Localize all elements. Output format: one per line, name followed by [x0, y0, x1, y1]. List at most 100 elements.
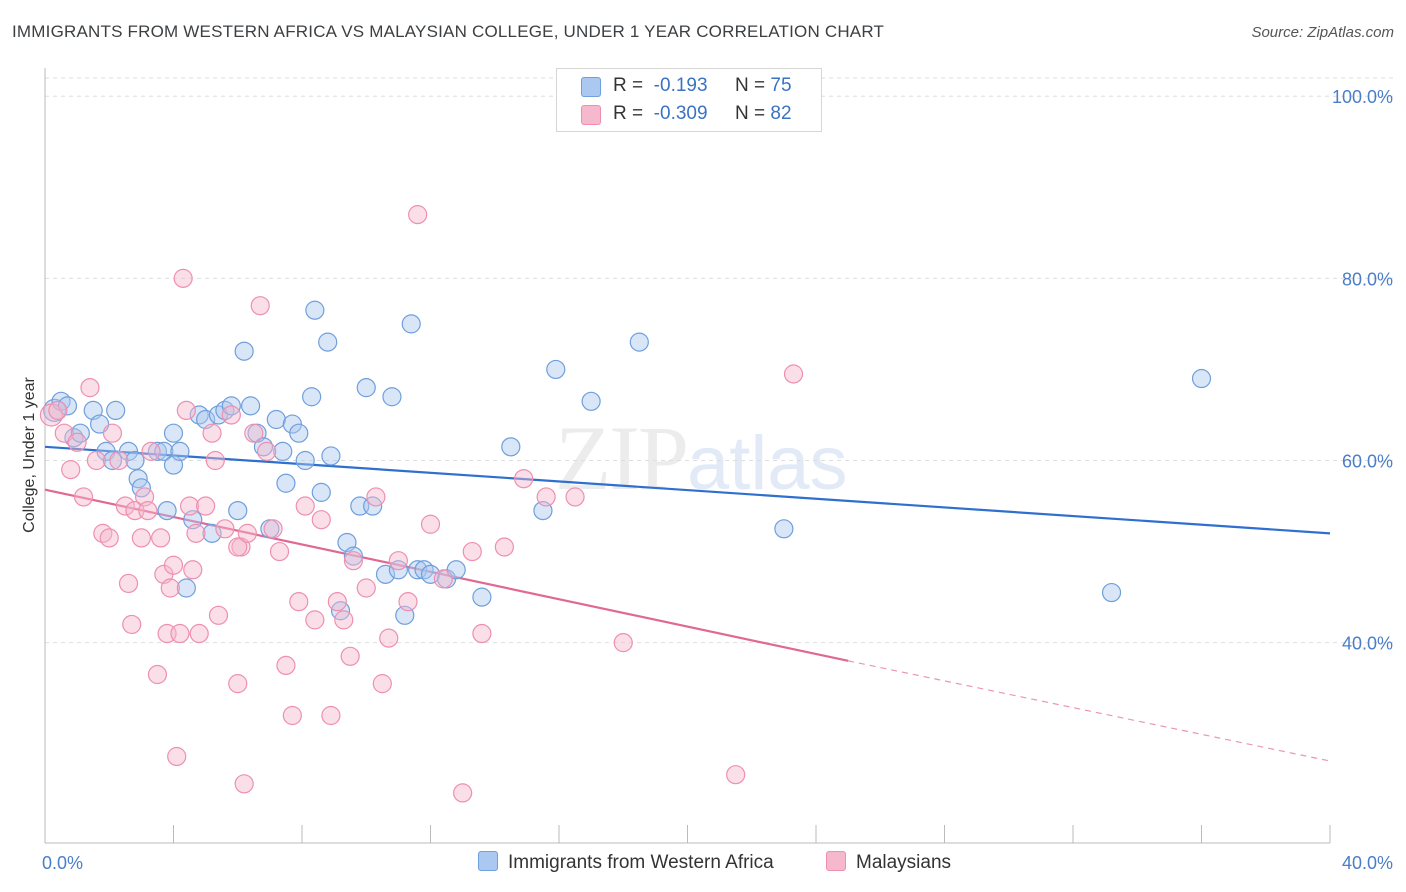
axes	[44, 68, 1331, 844]
data-point	[343, 551, 363, 571]
legend-n-pink: N = 82	[735, 103, 792, 125]
data-point	[173, 268, 193, 288]
data-point	[433, 569, 453, 589]
x-max-label: 40.0%	[1342, 853, 1393, 873]
data-point	[244, 423, 264, 443]
data-point	[147, 664, 168, 685]
data-point	[141, 441, 161, 461]
data-point	[408, 560, 428, 580]
data-point	[340, 646, 360, 666]
data-point	[472, 587, 492, 607]
data-point	[67, 432, 87, 452]
chart-title: IMMIGRANTS FROM WESTERN AFRICA VS MALAYS…	[12, 22, 885, 41]
series-legend: Immigrants from Western Africa Malaysian…	[0, 851, 1406, 877]
data-point	[783, 364, 804, 384]
data-point	[302, 387, 322, 407]
data-point	[186, 523, 206, 543]
data-point	[311, 482, 331, 502]
y-tick-label: 40.0%	[1342, 634, 1393, 654]
data-point	[289, 592, 309, 612]
data-point	[420, 514, 441, 534]
data-point	[565, 487, 585, 507]
data-point	[311, 510, 331, 530]
data-point	[234, 341, 254, 361]
data-point	[289, 423, 309, 443]
legend-row-malaysians: R = -0.309 N = 82	[557, 100, 821, 128]
data-point	[241, 396, 261, 416]
data-point	[613, 633, 633, 653]
data-point	[1191, 368, 1212, 389]
data-point	[237, 523, 257, 543]
x-min-label: 0.0%	[42, 853, 83, 873]
data-point	[147, 441, 168, 461]
data-point	[102, 423, 123, 443]
data-point	[379, 628, 399, 648]
data-point	[514, 469, 534, 489]
data-point	[163, 555, 184, 575]
data-point	[151, 528, 171, 548]
data-point	[208, 605, 229, 625]
data-point	[170, 623, 190, 644]
data-point	[321, 705, 341, 726]
data-point	[43, 398, 67, 423]
data-point	[273, 441, 293, 461]
data-point	[228, 537, 248, 557]
data-point	[106, 400, 126, 421]
data-point	[167, 746, 187, 767]
data-point	[163, 423, 184, 443]
data-point	[189, 623, 209, 644]
data-point	[125, 450, 145, 471]
data-point	[494, 537, 514, 557]
data-point	[221, 405, 241, 425]
data-point	[196, 496, 216, 516]
data-point	[234, 774, 254, 794]
data-point	[61, 460, 81, 480]
data-point	[295, 450, 315, 471]
data-point	[80, 378, 100, 398]
data-point	[462, 541, 482, 562]
data-point	[546, 359, 566, 380]
data-point	[266, 409, 286, 430]
trend-line-malaysians	[44, 488, 849, 662]
legend-r-label: R =	[613, 75, 644, 96]
data-point	[343, 546, 363, 566]
data-point	[202, 423, 222, 443]
data-point	[282, 705, 302, 726]
data-point	[99, 528, 119, 548]
data-point	[388, 551, 408, 571]
axis-labels: 40.0% 60.0% 80.0% 100.0% 0.0% 40.0% College, U…	[21, 87, 1393, 873]
correlation-legend: R = -0.193 N = 75 R = -0.309 N = 82	[556, 68, 822, 132]
legend-n-value: 75	[770, 75, 792, 96]
data-point	[295, 496, 315, 516]
legend-n-label: N =	[735, 75, 766, 96]
data-point	[1101, 582, 1122, 603]
data-point	[408, 205, 428, 225]
data-point	[205, 450, 225, 471]
legend-n-label: N =	[735, 103, 766, 124]
trend-extension-malaysians	[848, 660, 1331, 762]
y-tick-label: 100.0%	[1332, 87, 1393, 107]
series-legend-malaysians[interactable]: Malaysians	[826, 851, 951, 874]
y-tick-label: 60.0%	[1342, 452, 1393, 472]
data-point	[327, 592, 347, 612]
data-point	[179, 496, 200, 516]
data-point	[276, 473, 296, 493]
data-point	[160, 578, 180, 598]
legend-r-value: -0.193	[653, 75, 708, 96]
trend-line-western-africa	[44, 445, 1331, 535]
source-label: Source: ZipAtlas.com	[1251, 24, 1394, 41]
legend-n-blue: N = 75	[735, 75, 792, 97]
data-point	[382, 387, 402, 407]
data-point	[176, 400, 196, 421]
data-point	[629, 332, 649, 352]
legend-row-western-africa: R = -0.193 N = 75	[557, 72, 821, 100]
data-point	[250, 296, 270, 316]
data-point	[228, 500, 248, 521]
data-point	[321, 446, 341, 466]
series-legend-western-africa[interactable]: Immigrants from Western Africa	[478, 851, 774, 874]
data-point	[86, 450, 107, 471]
data-point	[305, 300, 325, 320]
data-point	[183, 560, 203, 580]
data-point	[366, 487, 386, 507]
